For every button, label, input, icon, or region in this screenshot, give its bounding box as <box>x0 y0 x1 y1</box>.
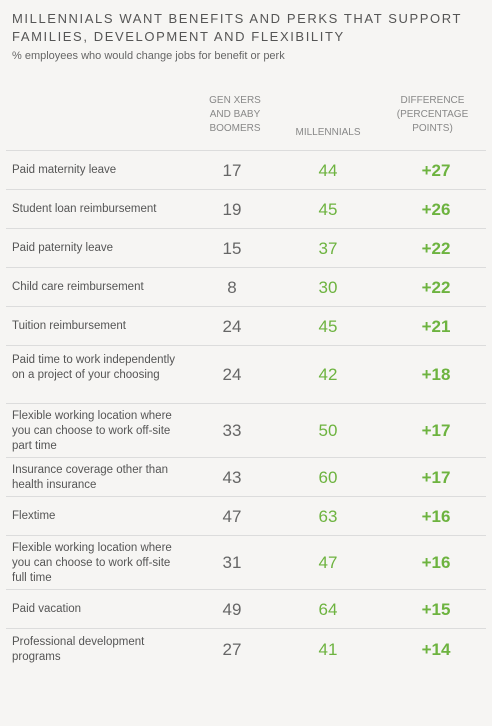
table-body: Paid maternity leave 17 44 +27 Student loan … <box>6 150 486 670</box>
value-genx: 43 <box>222 468 242 487</box>
row-label: Flextime <box>12 510 56 522</box>
row-label: Flexible working location where you can … <box>12 410 172 452</box>
value-difference: +16 <box>421 507 451 526</box>
value-difference: +16 <box>421 553 451 572</box>
value-millennials: 64 <box>318 600 338 619</box>
column-header-difference: DIFFERENCE (PERCENTAGE POINTS) <box>396 95 469 134</box>
value-millennials: 30 <box>318 278 338 297</box>
table-row: Flexible working location where you can … <box>6 403 486 457</box>
table-row: Paid time to work independently on a pro… <box>6 345 486 403</box>
value-millennials: 50 <box>318 421 338 440</box>
value-genx: 24 <box>222 317 242 336</box>
row-label: Paid maternity leave <box>12 164 117 176</box>
chart-title: MILLENNIALS WANT BENEFITS AND PERKS THAT… <box>12 11 462 44</box>
value-millennials: 47 <box>318 553 338 572</box>
value-genx: 31 <box>222 553 242 572</box>
row-label: Paid vacation <box>12 603 82 615</box>
value-difference: +22 <box>421 278 451 297</box>
value-difference: +26 <box>421 200 451 219</box>
value-genx: 17 <box>222 161 242 180</box>
value-genx: 49 <box>222 600 242 619</box>
value-difference: +14 <box>421 640 451 659</box>
value-millennials: 45 <box>318 200 338 219</box>
value-millennials: 41 <box>318 640 338 659</box>
value-difference: +15 <box>421 600 451 619</box>
chart-subtitle: % employees who would change jobs for be… <box>12 50 285 62</box>
value-millennials: 60 <box>318 468 338 487</box>
row-label: Flexible working location where you can … <box>12 542 172 584</box>
table-row: Professional development programs 27 41 +14 <box>6 628 486 670</box>
value-genx: 47 <box>222 507 242 526</box>
table-row: Insurance coverage other than health ins… <box>6 457 486 496</box>
row-label: Paid paternity leave <box>12 242 114 254</box>
row-label: Student loan reimbursement <box>12 203 157 215</box>
table-row: Flexible working location where you can … <box>6 535 486 589</box>
table-row: Paid maternity leave 17 44 +27 <box>6 150 486 189</box>
value-genx: 33 <box>222 421 242 440</box>
value-difference: +22 <box>421 239 451 258</box>
table-row: Student loan reimbursement 19 45 +26 <box>6 189 486 228</box>
value-difference: +27 <box>421 161 451 180</box>
column-header-millennials: MILLENNIALS <box>295 127 361 138</box>
value-difference: +21 <box>421 317 451 336</box>
value-millennials: 63 <box>318 507 338 526</box>
value-difference: +17 <box>421 421 451 440</box>
table-row: Tuition reimbursement 24 45 +21 <box>6 306 486 345</box>
value-genx: 24 <box>222 365 242 384</box>
value-genx: 19 <box>222 200 242 219</box>
value-genx: 15 <box>222 239 242 258</box>
column-header-genx: GEN XERS AND BABY BOOMERS <box>209 95 261 134</box>
row-label: Child care reimbursement <box>12 281 144 293</box>
table-row: Child care reimbursement 8 30 +22 <box>6 267 486 306</box>
row-label: Professional development programs <box>12 636 145 663</box>
value-difference: +18 <box>421 365 451 384</box>
value-millennials: 44 <box>318 161 338 180</box>
value-difference: +17 <box>421 468 451 487</box>
row-label: Paid time to work independently on a pro… <box>12 354 176 381</box>
table-row: Flextime 47 63 +16 <box>6 496 486 535</box>
value-millennials: 42 <box>318 365 338 384</box>
row-label: Tuition reimbursement <box>12 320 126 332</box>
value-millennials: 45 <box>318 317 338 336</box>
table-row: Paid paternity leave 15 37 +22 <box>6 228 486 267</box>
value-genx: 27 <box>222 640 242 659</box>
table-header: GEN XERS AND BABY BOOMERS MILLENNIALS DI… <box>0 94 492 154</box>
table-row: Paid vacation 49 64 +15 <box>6 589 486 628</box>
value-millennials: 37 <box>318 239 338 258</box>
row-label: Insurance coverage other than health ins… <box>12 464 168 491</box>
value-genx: 8 <box>227 278 237 297</box>
